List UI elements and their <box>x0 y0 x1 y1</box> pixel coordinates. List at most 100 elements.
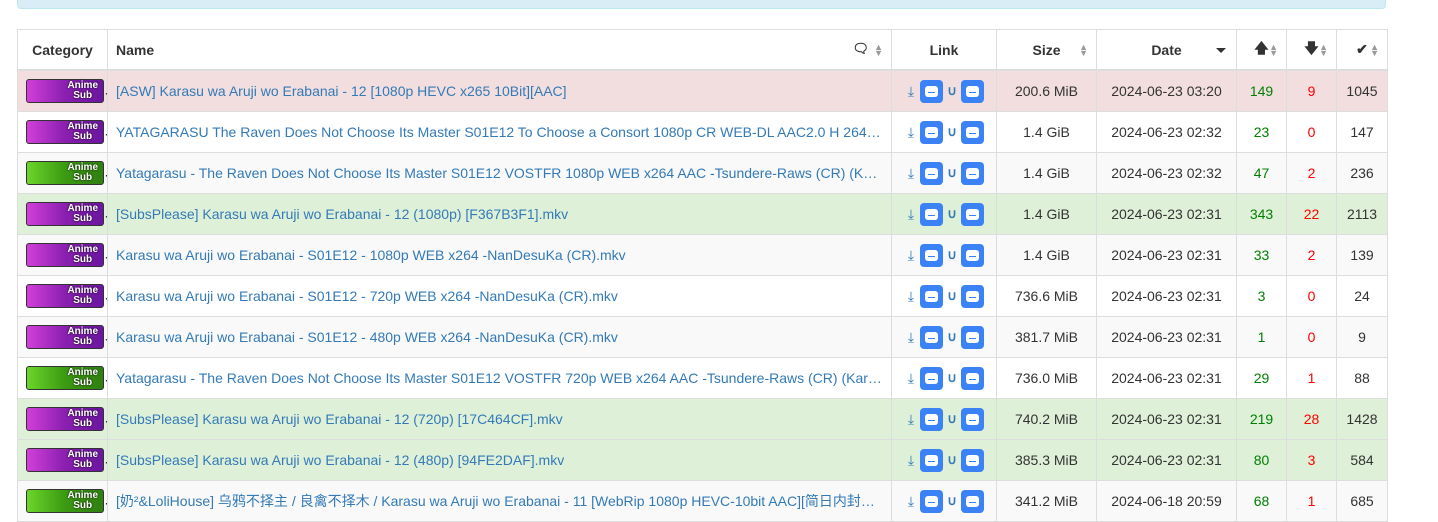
bot-icon[interactable] <box>920 243 943 267</box>
completed-cell: 147 <box>1336 111 1388 153</box>
download-icon[interactable]: ⤓ <box>907 205 915 222</box>
category-badge[interactable]: Anime Sub <box>26 243 104 267</box>
header-date-label: Date <box>1151 41 1182 58</box>
magnet-icon[interactable]: ∪ <box>947 370 957 385</box>
name-cell: Yatagarasu - The Raven Does Not Choose I… <box>107 357 892 399</box>
torrent-name-link[interactable]: [SubsPlease] Karasu wa Aruji wo Erabanai… <box>116 411 563 427</box>
header-date[interactable]: Date <box>1096 29 1237 71</box>
magnet-icon[interactable]: ∪ <box>947 124 957 139</box>
bot-icon[interactable] <box>961 448 984 472</box>
torrent-name-link[interactable]: [ASW] Karasu wa Aruji wo Erabanai - 12 [… <box>116 83 567 99</box>
bot-icon[interactable] <box>920 407 943 431</box>
link-cell: ⤓ ∪ <box>891 193 997 235</box>
bot-icon[interactable] <box>961 366 984 390</box>
magnet-icon[interactable]: ∪ <box>947 165 957 180</box>
category-badge[interactable]: Anime Sub <box>26 120 104 144</box>
name-cell: Yatagarasu - The Raven Does Not Choose I… <box>107 152 892 194</box>
sort-icon[interactable]: ▲ ▼ <box>874 42 883 58</box>
download-icon[interactable]: ⤓ <box>907 246 915 263</box>
magnet-icon[interactable]: ∪ <box>947 247 957 262</box>
completed-cell: 2113 <box>1336 193 1388 235</box>
bot-icon[interactable] <box>920 366 943 390</box>
category-badge[interactable]: Anime Sub <box>26 448 104 472</box>
sort-icon[interactable]: ▲ ▼ <box>1079 42 1088 58</box>
category-badge[interactable]: Anime Sub <box>26 489 104 513</box>
magnet-icon[interactable]: ∪ <box>947 83 957 98</box>
torrent-name-link[interactable]: Yatagarasu - The Raven Does Not Choose I… <box>116 370 882 386</box>
bot-icon[interactable] <box>920 284 943 308</box>
bot-icon[interactable] <box>920 448 943 472</box>
torrent-name-link[interactable]: YATAGARASU The Raven Does Not Choose Its… <box>116 124 881 140</box>
bot-icon[interactable] <box>961 325 984 349</box>
magnet-icon[interactable]: ∪ <box>947 411 957 426</box>
magnet-icon[interactable]: ∪ <box>947 452 957 467</box>
download-icon[interactable]: ⤓ <box>907 410 915 427</box>
bot-icon[interactable] <box>961 202 984 226</box>
bot-icon[interactable] <box>920 79 943 103</box>
bot-icon[interactable] <box>920 489 943 513</box>
header-name-label: Name <box>116 41 155 58</box>
magnet-icon[interactable]: ∪ <box>947 206 957 221</box>
header-seeders[interactable]: 🡅 ▲ ▼ <box>1236 29 1287 71</box>
category-cell: Anime Sub <box>17 480 108 522</box>
bot-icon[interactable] <box>961 407 984 431</box>
bot-icon[interactable] <box>961 120 984 144</box>
download-icon[interactable]: ⤓ <box>907 82 915 99</box>
magnet-icon[interactable]: ∪ <box>947 493 957 508</box>
download-icon[interactable]: ⤓ <box>907 369 915 386</box>
link-cell: ⤓ ∪ <box>891 152 997 194</box>
category-badge[interactable]: Anime Sub <box>26 79 104 103</box>
size-cell: 1.4 GiB <box>996 193 1097 235</box>
download-icon[interactable]: ⤓ <box>907 492 915 509</box>
download-icon[interactable]: ⤓ <box>907 328 915 345</box>
torrent-name-link[interactable]: Karasu wa Aruji wo Erabanai - S01E12 - 7… <box>116 288 618 304</box>
leechers-cell: 0 <box>1286 111 1337 153</box>
category-cell: Anime Sub <box>17 69 108 112</box>
category-cell: Anime Sub <box>17 193 108 235</box>
bot-icon[interactable] <box>961 161 984 185</box>
bot-icon[interactable] <box>920 202 943 226</box>
sort-icon[interactable]: ▲ ▼ <box>1319 42 1328 58</box>
torrent-name-link[interactable]: [SubsPlease] Karasu wa Aruji wo Erabanai… <box>116 452 565 468</box>
bot-icon[interactable] <box>920 120 943 144</box>
category-badge[interactable]: Anime Sub <box>26 407 104 431</box>
sort-icon[interactable]: ▲ ▼ <box>1269 42 1278 58</box>
download-icon[interactable]: ⤓ <box>907 451 915 468</box>
comments-icon[interactable]: 🗨 <box>852 41 869 56</box>
category-badge[interactable]: Anime Sub <box>26 366 104 390</box>
torrent-name-link[interactable]: [SubsPlease] Karasu wa Aruji wo Erabanai… <box>116 206 569 222</box>
bot-icon[interactable] <box>961 284 984 308</box>
download-icon[interactable]: ⤓ <box>907 123 915 140</box>
header-leechers[interactable]: 🡇 ▲ ▼ <box>1286 29 1337 71</box>
torrent-name-link[interactable]: Karasu wa Aruji wo Erabanai - S01E12 - 4… <box>116 329 618 345</box>
header-category: Category <box>17 29 108 71</box>
bot-icon[interactable] <box>961 243 984 267</box>
bot-icon[interactable] <box>961 489 984 513</box>
category-badge[interactable]: Anime Sub <box>26 202 104 226</box>
download-icon[interactable]: ⤓ <box>907 287 915 304</box>
category-badge[interactable]: Anime Sub <box>26 325 104 349</box>
bot-icon[interactable] <box>920 161 943 185</box>
leechers-cell: 1 <box>1286 480 1337 522</box>
category-badge[interactable]: Anime Sub <box>26 161 104 185</box>
header-name[interactable]: Name 🗨 ▲ ▼ <box>107 29 892 71</box>
sort-icon[interactable]: ▲ ▼ <box>1370 42 1379 58</box>
magnet-icon[interactable]: ∪ <box>947 288 957 303</box>
download-icon[interactable]: ⤓ <box>907 164 915 181</box>
size-cell: 736.6 MiB <box>996 275 1097 317</box>
leechers-cell: 22 <box>1286 193 1337 235</box>
size-cell: 1.4 GiB <box>996 111 1097 153</box>
header-size[interactable]: Size ▲ ▼ <box>996 29 1097 71</box>
category-cell: Anime Sub <box>17 152 108 194</box>
magnet-icon[interactable]: ∪ <box>947 329 957 344</box>
torrent-name-link[interactable]: Karasu wa Aruji wo Erabanai - S01E12 - 1… <box>116 247 626 263</box>
bot-icon[interactable] <box>961 79 984 103</box>
link-cell: ⤓ ∪ <box>891 398 997 440</box>
category-badge[interactable]: Anime Sub <box>26 284 104 308</box>
bot-icon[interactable] <box>920 325 943 349</box>
torrent-name-link[interactable]: Yatagarasu - The Raven Does Not Choose I… <box>116 165 878 181</box>
sort-desc-icon[interactable] <box>1216 48 1226 53</box>
category-label: Anime Sub <box>67 449 98 470</box>
header-completed[interactable]: ✔ ▲ ▼ <box>1336 29 1388 71</box>
torrent-name-link[interactable]: [奶²&LoliHouse] 乌鸦不择主 / 良禽不择木 / Karasu wa… <box>116 493 875 509</box>
